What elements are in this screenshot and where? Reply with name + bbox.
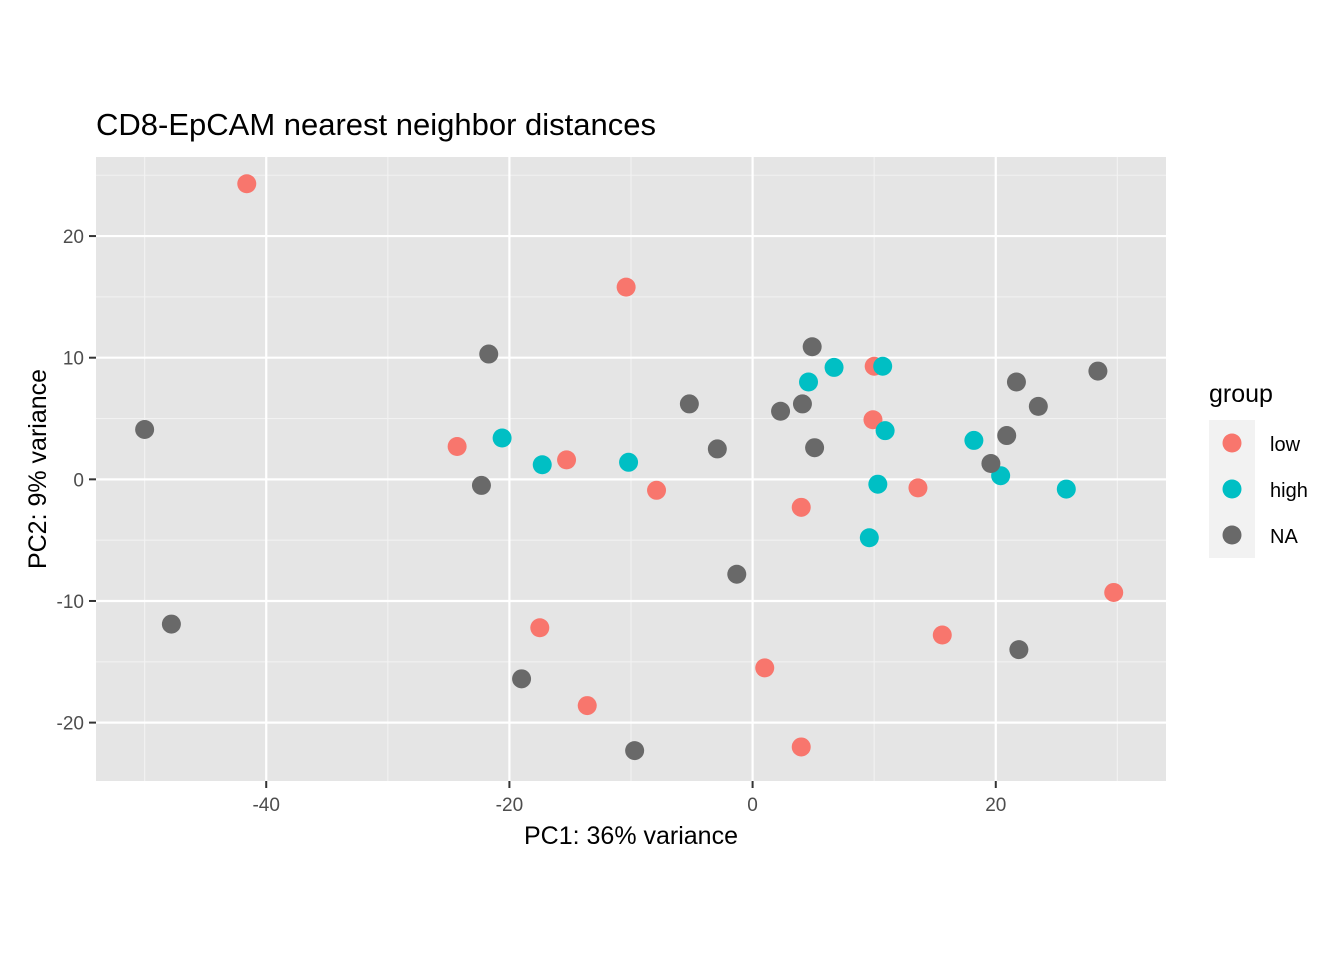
- legend-key-na: [1222, 525, 1242, 545]
- point-high: [799, 372, 819, 392]
- point-low: [863, 410, 883, 430]
- point-low: [1104, 582, 1124, 602]
- point-low: [932, 625, 952, 645]
- point-na: [135, 419, 155, 439]
- point-na: [1088, 361, 1108, 381]
- point-low: [577, 696, 597, 716]
- point-high: [964, 430, 984, 450]
- point-na: [727, 564, 747, 584]
- point-low: [791, 497, 811, 517]
- point-low: [616, 277, 636, 297]
- point-na: [471, 475, 491, 495]
- legend-title: group: [1209, 380, 1273, 408]
- x-tick-label: 20: [985, 795, 1006, 816]
- point-na: [161, 614, 181, 634]
- legend-label-high: high: [1270, 480, 1308, 502]
- legend-key-high: [1222, 479, 1242, 499]
- point-high: [619, 452, 639, 472]
- y-tick-label: 10: [63, 349, 84, 370]
- point-na: [479, 344, 499, 364]
- y-tick-label: -20: [57, 714, 84, 735]
- point-na: [707, 439, 727, 459]
- point-low: [530, 618, 550, 638]
- y-tick-label: -10: [57, 592, 84, 613]
- point-na: [771, 401, 791, 421]
- x-axis: -40 -20 0 20: [252, 781, 1006, 816]
- legend-label-low: low: [1270, 434, 1301, 456]
- point-na: [1009, 640, 1029, 660]
- point-na: [981, 454, 1001, 474]
- point-na: [792, 394, 812, 414]
- point-high: [824, 357, 844, 377]
- point-high: [859, 528, 879, 548]
- point-high: [492, 428, 512, 448]
- chart-title: CD8-EpCAM nearest neighbor distances: [96, 107, 656, 142]
- point-na: [1028, 396, 1048, 416]
- point-high: [868, 474, 888, 494]
- point-na: [805, 438, 825, 458]
- point-low: [557, 450, 577, 470]
- y-axis-title: PC2: 9% variance: [24, 369, 52, 569]
- point-low: [755, 658, 775, 678]
- point-na: [997, 426, 1017, 446]
- point-na: [1006, 372, 1026, 392]
- y-tick-label: 0: [73, 470, 84, 491]
- point-na: [625, 741, 645, 761]
- y-axis: -20 -10 0 10 20: [57, 227, 96, 735]
- point-low: [447, 436, 467, 456]
- x-axis-title: PC1: 36% variance: [524, 822, 738, 850]
- point-low: [908, 478, 928, 498]
- x-tick-label: -20: [496, 795, 523, 816]
- point-high: [875, 421, 895, 441]
- x-tick-label: -40: [252, 795, 279, 816]
- point-low: [791, 737, 811, 757]
- y-tick-label: 20: [63, 227, 84, 248]
- legend-label-na: NA: [1270, 526, 1298, 548]
- point-high: [532, 455, 552, 475]
- point-high: [873, 356, 893, 376]
- point-na: [679, 394, 699, 414]
- x-tick-label: 0: [747, 795, 758, 816]
- legend: group low high NA: [1209, 380, 1308, 558]
- legend-key-low: [1222, 433, 1242, 453]
- point-low: [237, 174, 257, 194]
- point-na: [802, 337, 822, 357]
- point-high: [1056, 479, 1076, 499]
- point-na: [512, 669, 532, 689]
- point-low: [647, 480, 667, 500]
- data-points: [135, 174, 1124, 761]
